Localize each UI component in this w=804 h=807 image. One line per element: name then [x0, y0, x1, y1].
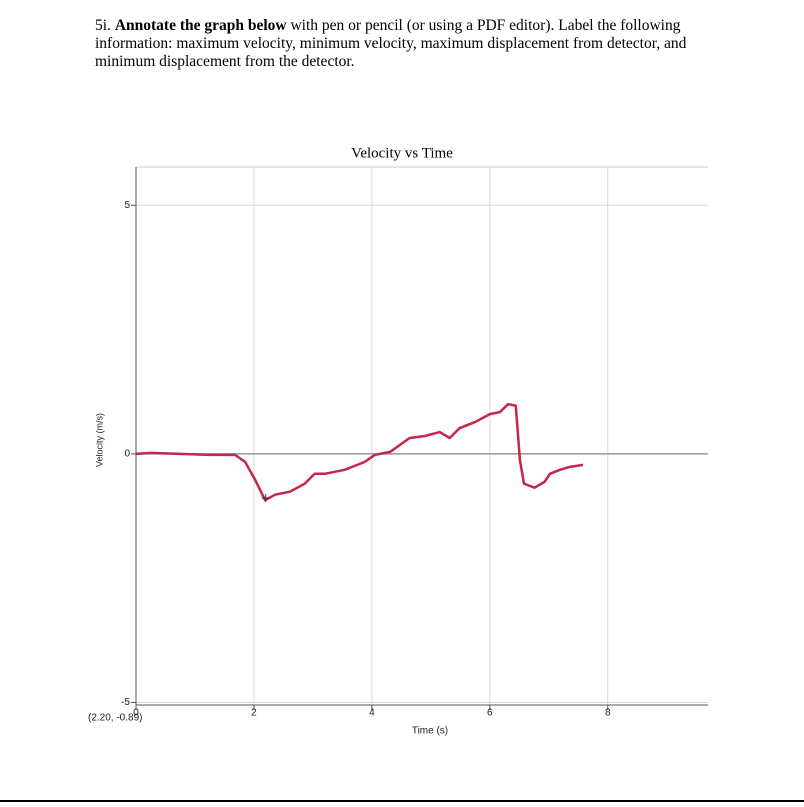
y-tick-label: 5	[124, 200, 130, 211]
chart-title: Velocity vs Time	[351, 145, 453, 161]
page-border	[0, 800, 804, 802]
x-axis-label: Time (s)	[412, 726, 448, 737]
instruction-text: with pen or pencil (or using a PDF edito…	[95, 17, 687, 70]
y-tick-label: -5	[121, 697, 130, 708]
x-tick-label: 6	[487, 708, 493, 719]
x-tick-label: 8	[605, 708, 611, 719]
cursor-label: (2.20, -0.89)	[88, 713, 142, 724]
y-axis-label: Velocity (m/s)	[94, 413, 104, 467]
x-tick-label: 2	[251, 708, 257, 719]
x-tick-label: 4	[369, 708, 375, 719]
instruction-bold: Annotate the graph below	[114, 17, 287, 34]
y-tick-label: 0	[124, 449, 130, 460]
cursor-marker	[261, 494, 270, 503]
question-number: 5i.	[95, 17, 111, 34]
instruction: 5i. Annotate the graph below with pen or…	[95, 17, 715, 71]
velocity-line	[135, 402, 584, 502]
x-tick-label: 0	[133, 708, 139, 719]
